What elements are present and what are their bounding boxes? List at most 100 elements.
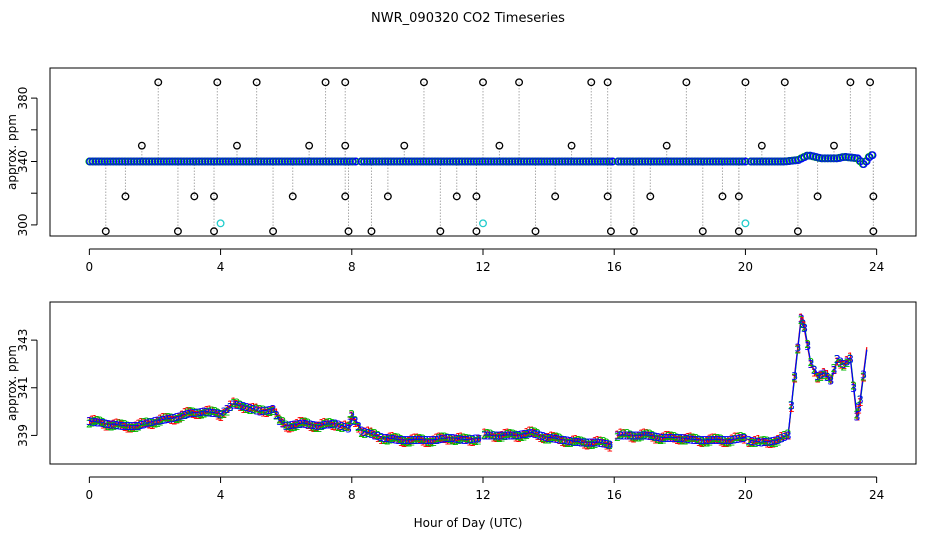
bottom-series-3-point-label: 3	[540, 430, 547, 443]
bottom-series-2-point-label: 2	[732, 433, 739, 446]
bottom-series-3-point-label: 3	[698, 434, 705, 447]
bottom-series-1-point-label: 1	[523, 426, 530, 439]
bottom-series-1-point-label: 1	[321, 416, 328, 429]
bottom-series-1-point-label: 1	[600, 437, 607, 450]
bottom-series-3-point-label: 3	[551, 433, 558, 446]
bottom-series-1-point-label: 1	[438, 431, 445, 444]
bottom-series-2-point-label: 2	[452, 435, 459, 448]
bottom-series-3-point-label: 3	[663, 432, 670, 445]
bottom-series-3-point-label: 3	[345, 422, 352, 435]
bottom-series-1-point-label: 1	[769, 437, 776, 450]
bottom-series-2-point-label: 2	[551, 431, 558, 444]
bottom-series-2-point-label: 2	[305, 417, 312, 430]
top-low-flag-point	[734, 227, 743, 236]
bottom-series-1-point-label: 1	[490, 432, 497, 445]
bottom-series-1-point-label: 1	[113, 416, 120, 429]
bottom-series-3-point-label: 3	[414, 434, 421, 447]
bottom-series-3-point-label: 3	[572, 436, 579, 449]
bottom-series-3-point-label: 3	[738, 433, 745, 446]
top-primary-point	[868, 151, 877, 160]
bottom-series-1-point-label: 1	[594, 434, 601, 447]
top-data-points	[85, 78, 878, 236]
bottom-series-3-point-label: 3	[182, 409, 189, 422]
bottom-series-3-point-label: 3	[230, 398, 237, 411]
bottom-series-1-point-label: 1	[419, 435, 426, 448]
bottom-series-2-point-label: 2	[195, 408, 202, 421]
bottom-series-3-point-label: 3	[850, 382, 857, 395]
bottom-series-1-point-label: 1	[395, 434, 402, 447]
bottom-series-2-point-label: 2	[844, 357, 851, 370]
bottom-series-1-point-label: 1	[704, 435, 711, 448]
bottom-series-2-point-label: 2	[652, 431, 659, 444]
bottom-series-3-point-label: 3	[100, 417, 107, 430]
bottom-series-2-point-label: 2	[224, 405, 231, 418]
bottom-series-1-point-label: 1	[542, 432, 549, 445]
bottom-series-2-point-label: 2	[230, 397, 237, 410]
bottom-series-1-point-label: 1	[627, 432, 634, 445]
bottom-x-tick-label: 12	[475, 488, 490, 502]
top-low-flag-point	[367, 227, 376, 236]
bottom-series-2-point-label: 2	[279, 415, 286, 428]
bottom-series-3-point-label: 3	[521, 428, 528, 441]
bottom-series-2-point-label: 2	[567, 437, 574, 450]
bottom-series-3-point-label: 3	[224, 403, 231, 416]
top-mid-low-flag-point	[603, 192, 612, 201]
bottom-series-3-point-label: 3	[665, 432, 672, 445]
bottom-series-3-point-label: 3	[130, 420, 137, 433]
bottom-series-2-point-label: 2	[243, 403, 250, 416]
bottom-series-2-point-label: 2	[203, 407, 210, 420]
bottom-series-1-point-label: 1	[160, 411, 167, 424]
bottom-series-3-point-label: 3	[657, 431, 664, 444]
bottom-series-1-point-label: 1	[801, 319, 808, 332]
top-mid-high-flag-point	[662, 141, 671, 150]
bottom-series-2-point-label: 2	[463, 432, 470, 445]
bottom-series-3-point-label: 3	[499, 429, 506, 442]
bottom-series-2-point-label: 2	[127, 421, 134, 434]
bottom-series-1-point-label: 1	[94, 414, 101, 427]
bottom-series-3-point-label: 3	[529, 427, 536, 440]
bottom-series-3-point-label: 3	[769, 435, 776, 448]
bottom-series-3-point-label: 3	[475, 432, 482, 445]
bottom-series-1-point-label: 1	[209, 405, 216, 418]
bottom-series-3-point-label: 3	[635, 429, 642, 442]
bottom-series-3-point-label: 3	[195, 406, 202, 419]
bottom-series-1-point-label: 1	[720, 437, 727, 450]
bottom-series-1-point-label: 1	[430, 433, 437, 446]
bottom-series-3-point-label: 3	[243, 401, 250, 414]
bottom-series-1-point-label: 1	[110, 417, 117, 430]
bottom-series-1-point-label: 1	[247, 402, 254, 415]
bottom-series-1-point-label: 1	[715, 433, 722, 446]
bottom-series-3-point-label: 3	[693, 434, 700, 447]
bottom-series-1-point-label: 1	[507, 427, 514, 440]
bottom-series-3-point-label: 3	[660, 432, 667, 445]
bottom-series-1-point-label: 1	[135, 418, 142, 431]
bottom-series-1-point-label: 1	[352, 417, 359, 430]
bottom-series-2-point-label: 2	[146, 416, 153, 429]
bottom-series-1-point-label: 1	[570, 433, 577, 446]
bottom-x-tick-label: 24	[869, 488, 884, 502]
bottom-series-1-point-label: 1	[220, 408, 227, 421]
bottom-series-1-point-label: 1	[788, 402, 795, 415]
bottom-series-1-point-label: 1	[116, 417, 123, 430]
bottom-series-3-point-label: 3	[490, 429, 497, 442]
top-low-flag-point	[606, 227, 615, 236]
bottom-series-3-point-label: 3	[553, 433, 560, 446]
bottom-series-2-point-label: 2	[586, 439, 593, 452]
bottom-series-1-point-label: 1	[534, 430, 541, 443]
bottom-series-2-point-label: 2	[621, 427, 628, 440]
bottom-series-2-point-label: 2	[704, 436, 711, 449]
bottom-series-1-point-label: 1	[414, 432, 421, 445]
bottom-series-3-point-label: 3	[855, 402, 862, 415]
bottom-series-2-point-label: 2	[499, 431, 506, 444]
bottom-series-1-point-label: 1	[791, 373, 798, 386]
bottom-series-1-point-label: 1	[785, 430, 792, 443]
bottom-series-3-point-label: 3	[685, 433, 692, 446]
bottom-series-3-point-label: 3	[726, 434, 733, 447]
bottom-series-3-point-label: 3	[171, 412, 178, 425]
bottom-series-2-point-label: 2	[332, 418, 339, 431]
bottom-series-1-point-label: 1	[752, 434, 759, 447]
bottom-series-3-point-label: 3	[326, 418, 333, 431]
bottom-series-3-point-label: 3	[135, 420, 142, 433]
bottom-series-2-point-label: 2	[288, 421, 295, 434]
bottom-series-3-line	[484, 432, 613, 446]
